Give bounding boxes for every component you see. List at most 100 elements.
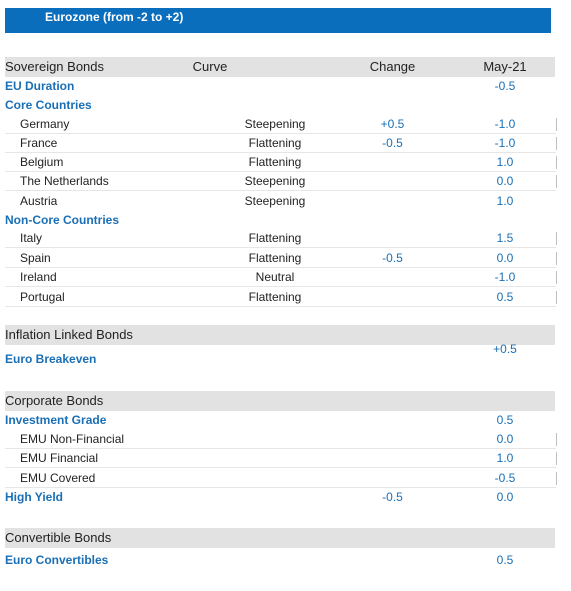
curve-value: Neutral (255, 270, 295, 284)
may-21-value: 1.0 (496, 155, 514, 169)
column-divider (556, 232, 557, 245)
row-label: Convertible Bonds (5, 530, 112, 545)
section-header-row: Convertible Bonds (5, 528, 555, 548)
table-row: France Flattening -0.5 -1.0 (5, 134, 557, 153)
group-row: High Yield -0.5 0.0 (5, 488, 555, 507)
column-divider (556, 118, 557, 131)
row-label: Germany (20, 117, 70, 131)
row-label: Sovereign Bonds (5, 59, 105, 74)
row-divider (5, 306, 556, 307)
may-21-value: -0.5 (494, 471, 516, 485)
change-value: +0.5 (380, 117, 405, 131)
column-divider (556, 433, 557, 446)
column-divider (556, 452, 557, 465)
may-21-value: May-21 (483, 59, 527, 74)
page-title: Eurozone (from -2 to +2) (45, 10, 184, 24)
may-21-value: 1.0 (496, 194, 514, 208)
section-header-row: Corporate Bonds (5, 391, 555, 411)
section-header-row: Inflation Linked Bonds (5, 325, 555, 345)
row-divider (5, 448, 556, 449)
row-label: Portugal (20, 290, 65, 304)
table-row: Spain Flattening -0.5 0.0 (5, 249, 557, 268)
may-21-value: +0.5 (493, 342, 517, 356)
table-row: The Netherlands Steepening 0.0 (5, 172, 557, 191)
curve-value: Flattening (248, 251, 302, 265)
row-label: Inflation Linked Bonds (5, 327, 133, 342)
table-row: Ireland Neutral -1.0 (5, 268, 557, 287)
row-label: EMU Financial (20, 451, 99, 465)
table-row: EMU Covered -0.5 (5, 469, 557, 488)
group-row: Non-Core Countries (5, 211, 555, 230)
row-label: EMU Non-Financial (20, 432, 125, 446)
column-divider (556, 137, 557, 150)
row-divider (5, 286, 556, 287)
row-divider (5, 487, 556, 488)
change-value: Change (369, 59, 416, 74)
row-label: Core Countries (5, 98, 92, 112)
change-value: -0.5 (382, 490, 403, 504)
group-row: Euro Breakeven +0.5 (5, 342, 555, 369)
table-row: Belgium Flattening 1.0 (5, 153, 557, 172)
curve-value: Steepening (244, 194, 306, 208)
row-divider (5, 152, 556, 153)
table-row: Portugal Flattening 0.5 (5, 288, 557, 307)
may-21-value: 0.0 (496, 251, 514, 265)
group-row: Investment Grade 0.5 (5, 411, 555, 430)
row-label: The Netherlands (20, 174, 109, 188)
curve-value: Curve (192, 59, 228, 74)
row-divider (5, 467, 556, 468)
change-value: -0.5 (382, 136, 403, 150)
change-value: -0.5 (382, 251, 403, 265)
table-row: Italy Flattening 1.5 (5, 229, 557, 248)
may-21-value: -0.5 (494, 79, 516, 93)
curve-value: Flattening (248, 155, 302, 169)
may-21-value: -1.0 (494, 270, 516, 284)
page-title-banner: Eurozone (from -2 to +2) (5, 8, 551, 33)
row-divider (5, 267, 556, 268)
column-divider (556, 175, 557, 188)
column-divider (556, 291, 557, 304)
may-21-value: 0.5 (496, 413, 514, 427)
may-21-value: 0.5 (496, 553, 514, 567)
may-21-value: 1.5 (496, 231, 514, 245)
row-label: Spain (20, 251, 51, 265)
curve-value: Steepening (244, 117, 306, 131)
may-21-value: -1.0 (494, 117, 516, 131)
column-divider (556, 271, 557, 284)
row-label: Non-Core Countries (5, 213, 119, 227)
row-label: EMU Covered (20, 471, 96, 485)
may-21-value: -1.0 (494, 136, 516, 150)
row-label: High Yield (5, 490, 64, 504)
row-label: EU Duration (5, 79, 75, 93)
row-label: Euro Breakeven (5, 352, 97, 366)
curve-value: Flattening (248, 231, 302, 245)
may-21-value: 0.0 (496, 490, 514, 504)
group-row: Core Countries (5, 96, 555, 115)
table-row: EMU Financial 1.0 (5, 449, 557, 468)
row-label: Austria (20, 194, 58, 208)
row-label: Ireland (20, 270, 57, 284)
row-label: Euro Convertibles (5, 553, 109, 567)
column-divider (556, 156, 557, 169)
row-divider (5, 190, 556, 191)
group-row: Euro Convertibles 0.5 (5, 551, 555, 570)
row-label: Italy (20, 231, 43, 245)
row-divider (5, 247, 556, 248)
curve-value: Flattening (248, 136, 302, 150)
may-21-value: 0.0 (496, 174, 514, 188)
may-21-value: 0.0 (496, 432, 514, 446)
table-row: Germany Steepening +0.5 -1.0 (5, 115, 557, 134)
may-21-value: 0.5 (496, 290, 514, 304)
row-label: France (20, 136, 58, 150)
row-divider (5, 171, 556, 172)
row-divider (5, 133, 556, 134)
row-label: Corporate Bonds (5, 393, 104, 408)
may-21-value: 1.0 (496, 451, 514, 465)
column-divider (556, 472, 557, 485)
group-row: EU Duration -0.5 (5, 77, 555, 96)
table-row: EMU Non-Financial 0.0 (5, 430, 557, 449)
row-label: Investment Grade (5, 413, 107, 427)
curve-value: Steepening (244, 174, 306, 188)
table-row: Austria Steepening 1.0 (5, 192, 555, 211)
